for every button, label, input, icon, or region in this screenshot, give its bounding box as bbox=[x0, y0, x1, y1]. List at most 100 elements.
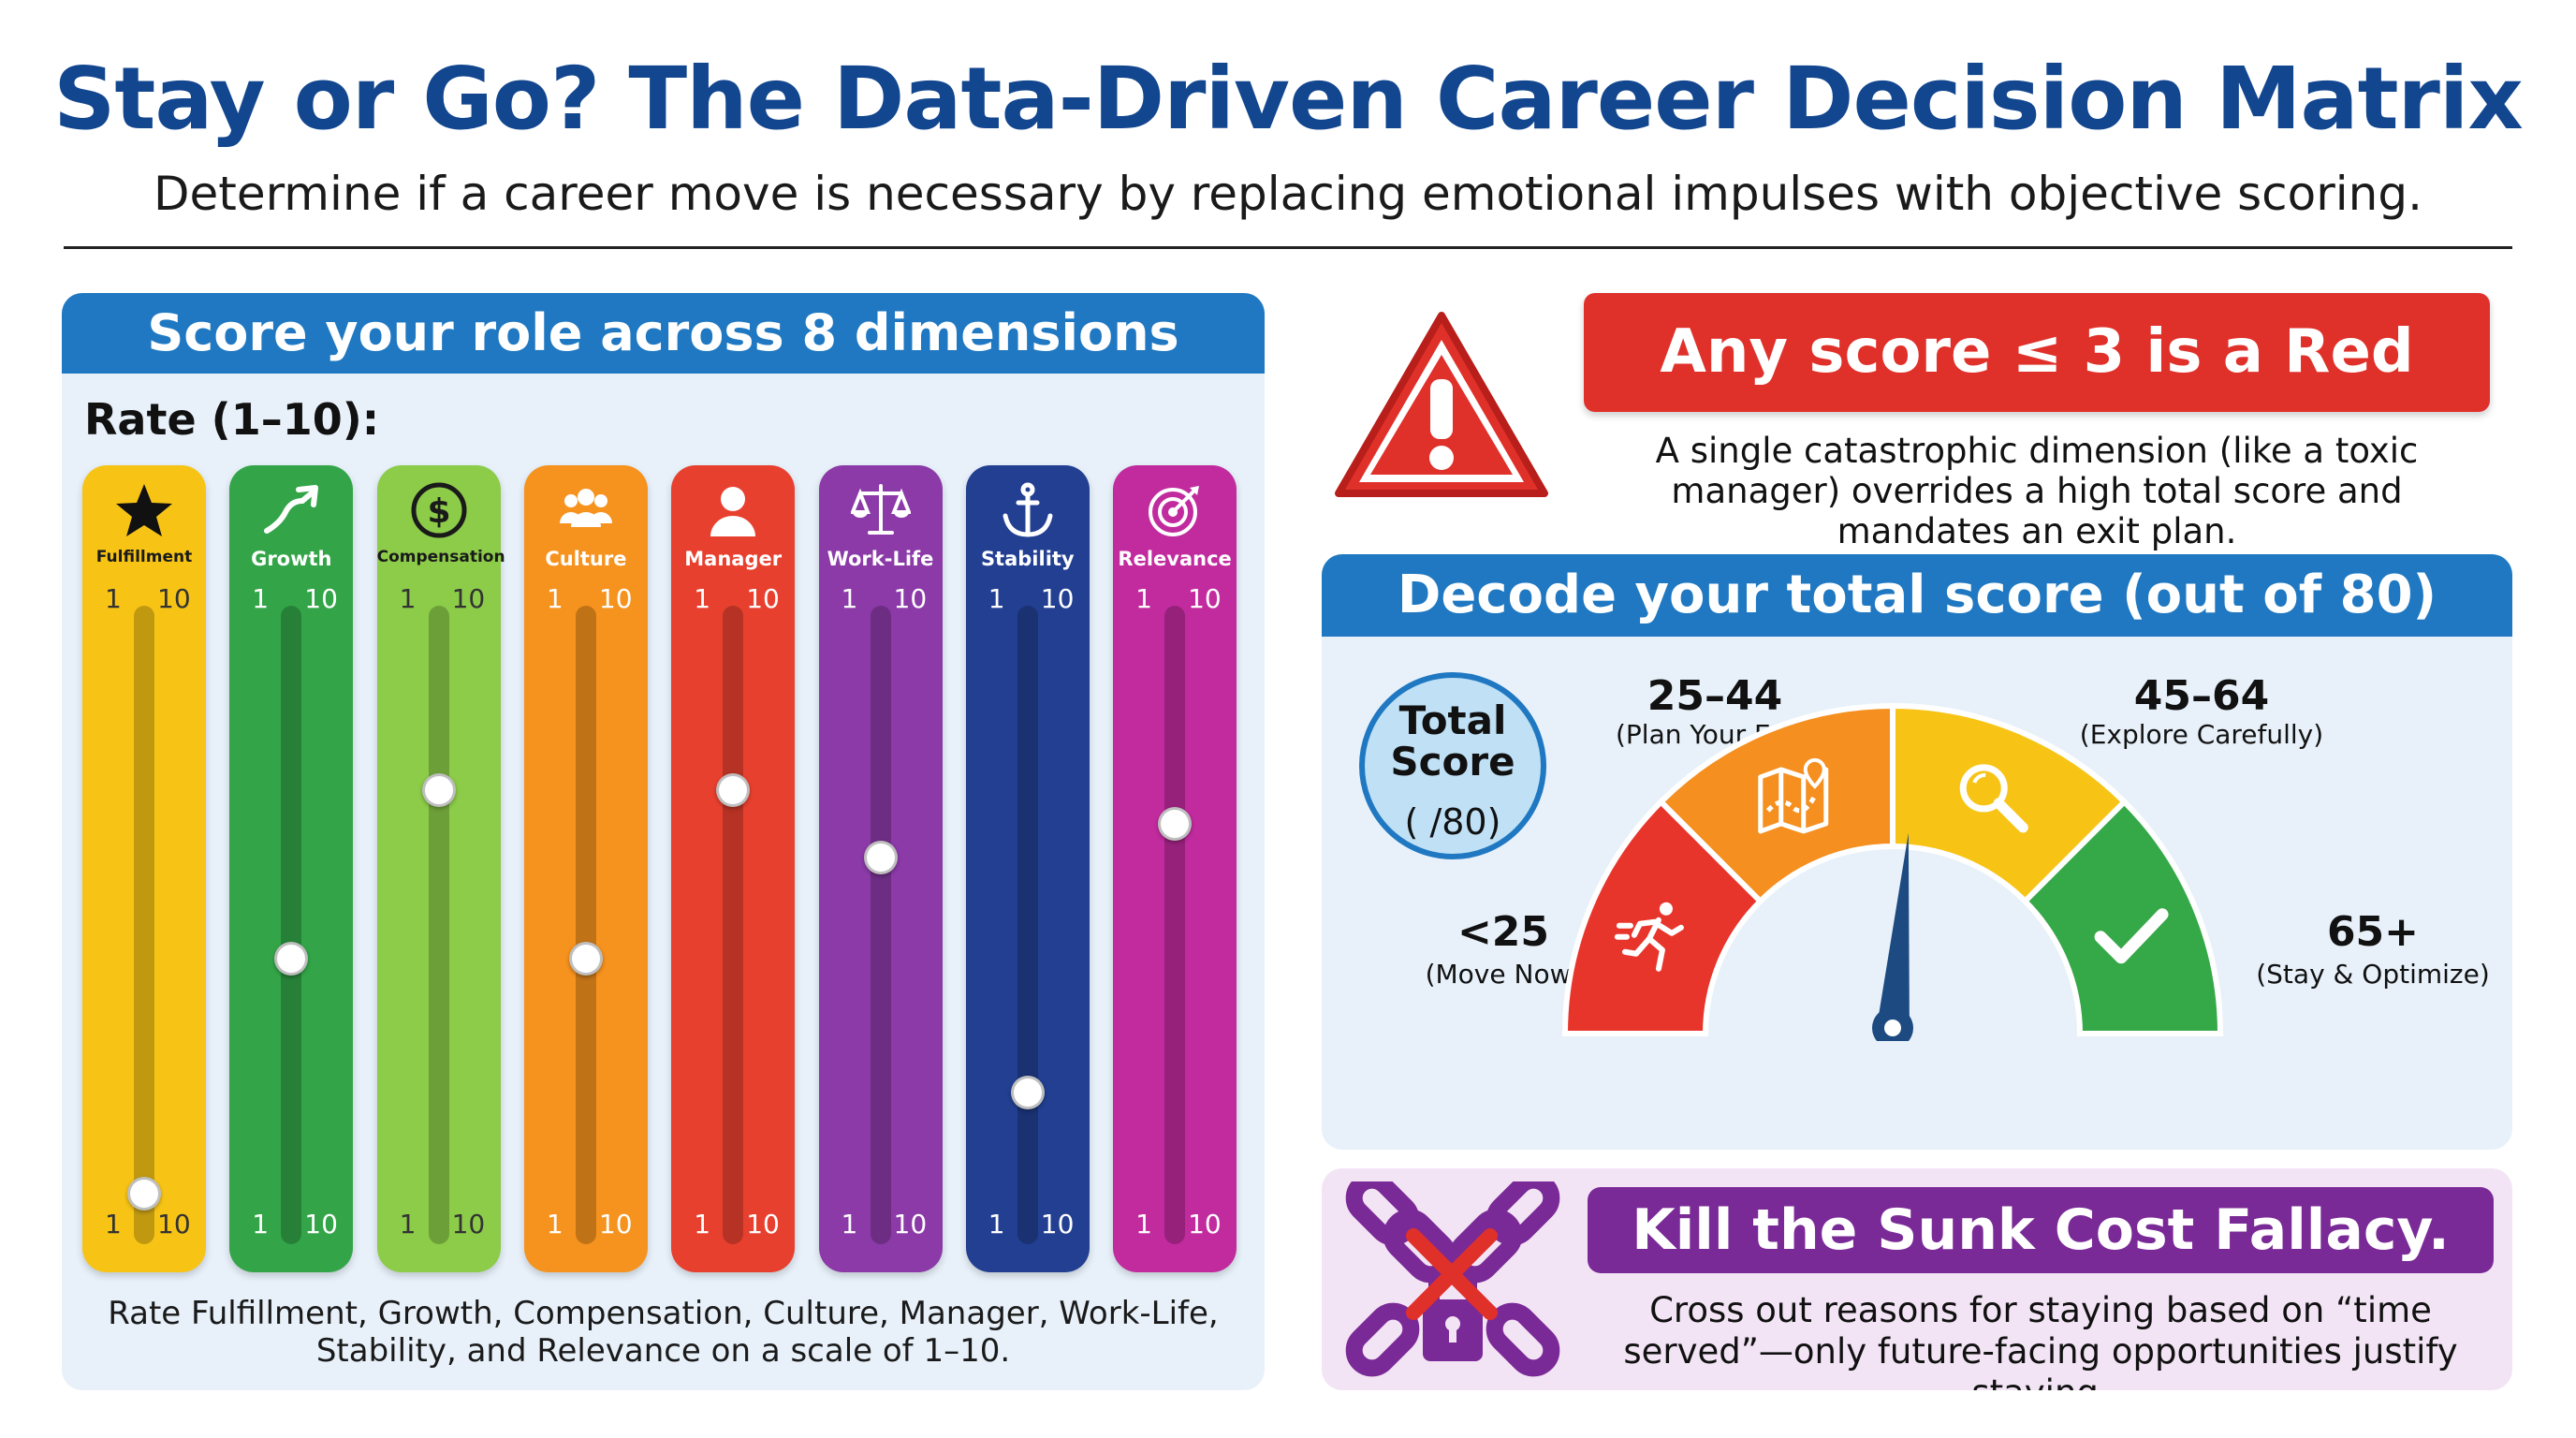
dimension-name: Work-Life bbox=[827, 548, 934, 570]
range-stay-value: 65+ bbox=[2326, 908, 2420, 956]
slider-knob[interactable] bbox=[1158, 807, 1193, 842]
total-score-out-of: ( /80) bbox=[1404, 801, 1501, 843]
divider bbox=[64, 246, 2512, 249]
scale-min-label: 1 bbox=[988, 583, 1005, 614]
range-explore-value: 45–64 bbox=[2133, 672, 2270, 720]
warning-icon bbox=[1329, 304, 1554, 514]
scale-max-label: 10 bbox=[1188, 583, 1222, 614]
rate-label: Rate (1–10): bbox=[84, 394, 380, 445]
total-score-label-line2: Score bbox=[1390, 739, 1515, 785]
scale-max-label: 10 bbox=[1040, 1209, 1075, 1240]
anchor-icon bbox=[966, 480, 1090, 538]
scale-max-label: 10 bbox=[1040, 583, 1075, 614]
checkmark-icon bbox=[2094, 908, 2169, 964]
range-move-now-value: <25 bbox=[1456, 908, 1550, 956]
red-flag-description: A single catastrophic dimension (like a … bbox=[1655, 431, 2419, 551]
red-flag-banner: Any score ≤ 3 is a Red Flag. bbox=[1584, 293, 2490, 506]
scale-max-label: 10 bbox=[746, 583, 780, 614]
slider-track[interactable] bbox=[1164, 606, 1186, 1244]
sunk-cost-panel: Kill the Sunk Cost Fallacy. Cross out re… bbox=[1322, 1168, 2512, 1390]
score-panel-footer: Rate Fulfillment, Growth, Compensation, … bbox=[108, 1295, 1219, 1370]
dimension-column-stability[interactable]: Stability 1 10 1 10 bbox=[965, 465, 1090, 1272]
scale-max-label: 10 bbox=[304, 1209, 338, 1240]
slider-track[interactable] bbox=[723, 606, 744, 1244]
slider-knob[interactable] bbox=[568, 941, 603, 976]
dimension-column-manager[interactable]: Manager 1 10 1 10 bbox=[671, 465, 796, 1272]
people-icon bbox=[524, 480, 648, 538]
dimension-column-culture[interactable]: Culture 1 10 1 10 bbox=[523, 465, 648, 1272]
scale-max-label: 10 bbox=[598, 1209, 633, 1240]
scale-max-label: 10 bbox=[1188, 1209, 1222, 1240]
scale-max-label: 10 bbox=[746, 1209, 780, 1240]
slider-knob[interactable] bbox=[716, 773, 751, 808]
scale-min-label: 1 bbox=[252, 1209, 270, 1240]
dimension-name: Growth bbox=[251, 548, 332, 570]
scale-max-label: 10 bbox=[893, 1209, 928, 1240]
dimension-column-work-life[interactable]: Work-Life 1 10 1 10 bbox=[818, 465, 943, 1272]
slider-knob[interactable] bbox=[421, 773, 456, 808]
score-panel: Score your role across 8 dimensions Rate… bbox=[62, 293, 1265, 1390]
scale-min-label: 1 bbox=[988, 1209, 1005, 1240]
dimension-column-fulfillment[interactable]: Fulfillment 1 10 1 10 bbox=[82, 465, 206, 1272]
slider-knob[interactable] bbox=[274, 941, 309, 976]
total-score-label-line1: Total bbox=[1398, 697, 1507, 743]
slider-track[interactable] bbox=[575, 606, 596, 1244]
slider-knob[interactable] bbox=[863, 841, 898, 875]
slider-track[interactable] bbox=[281, 606, 302, 1244]
scale-max-label: 10 bbox=[451, 583, 486, 614]
dimension-name: Relevance bbox=[1118, 548, 1232, 570]
scale-min-label: 1 bbox=[546, 583, 564, 614]
scales-icon bbox=[819, 480, 943, 538]
scale-max-label: 10 bbox=[304, 583, 338, 614]
scale-min-label: 1 bbox=[1135, 583, 1152, 614]
page-subtitle: Determine if a career move is necessary … bbox=[153, 167, 2423, 221]
scale-min-label: 1 bbox=[694, 1209, 711, 1240]
dimension-name: Fulfillment bbox=[95, 548, 193, 566]
decode-panel: Decode your total score (out of 80) Tota… bbox=[1322, 554, 2512, 1150]
dimension-sliders: Fulfillment 1 10 1 10 Growth 1 10 1 10 $ Compensati… bbox=[82, 465, 1262, 1280]
slider-knob[interactable] bbox=[1010, 1076, 1045, 1110]
scale-max-label: 10 bbox=[893, 583, 928, 614]
dimension-column-growth[interactable]: Growth 1 10 1 10 bbox=[229, 465, 354, 1272]
map-icon bbox=[1758, 757, 1829, 834]
scale-max-label: 10 bbox=[157, 1209, 191, 1240]
target-icon bbox=[1113, 480, 1237, 538]
magnifier-icon bbox=[1959, 764, 2028, 833]
slider-track[interactable] bbox=[870, 606, 891, 1244]
dimension-name: Stability bbox=[980, 548, 1075, 570]
scale-max-label: 10 bbox=[157, 583, 191, 614]
slider-track[interactable] bbox=[134, 606, 154, 1244]
decode-panel-heading: Decode your total score (out of 80) bbox=[1322, 554, 2512, 637]
slider-track[interactable] bbox=[1017, 606, 1038, 1244]
scale-min-label: 1 bbox=[546, 1209, 564, 1240]
gauge-needle bbox=[1876, 832, 1910, 1035]
dimension-column-compensation[interactable]: $ Compensation 1 10 1 10 bbox=[376, 465, 505, 1272]
dimension-name: Manager bbox=[684, 548, 783, 570]
gauge-needle-hub-center bbox=[1884, 1020, 1901, 1036]
scale-min-label: 1 bbox=[252, 583, 270, 614]
person-icon bbox=[671, 480, 795, 538]
score-gauge bbox=[1561, 702, 2224, 1041]
scale-max-label: 10 bbox=[451, 1209, 486, 1240]
scale-min-label: 1 bbox=[399, 583, 417, 614]
scale-min-label: 1 bbox=[694, 583, 711, 614]
range-stay-label: (Stay & Optimize) bbox=[2256, 959, 2490, 990]
svg-text:$: $ bbox=[427, 492, 450, 531]
gauge-sector-3 bbox=[2021, 798, 2224, 1036]
scale-min-label: 1 bbox=[399, 1209, 417, 1240]
range-plan-exit-value: 25–44 bbox=[1647, 672, 1783, 720]
slider-track[interactable] bbox=[428, 606, 449, 1244]
range-move-now-label: (Move Now) bbox=[1425, 959, 1582, 990]
dimension-column-relevance[interactable]: Relevance 1 10 1 10 bbox=[1113, 465, 1237, 1272]
scale-min-label: 1 bbox=[1135, 1209, 1152, 1240]
scale-max-label: 10 bbox=[598, 583, 633, 614]
scale-min-label: 1 bbox=[105, 1209, 122, 1240]
slider-knob[interactable] bbox=[127, 1177, 161, 1211]
running-person-icon bbox=[1614, 902, 1684, 972]
dimension-name: Compensation bbox=[376, 548, 505, 566]
sunk-cost-description: Cross out reasons for staying based on “… bbox=[1623, 1290, 2458, 1390]
score-panel-heading: Score your role across 8 dimensions bbox=[62, 293, 1265, 374]
star-icon bbox=[82, 480, 206, 538]
dollar-icon: $ bbox=[377, 480, 501, 538]
